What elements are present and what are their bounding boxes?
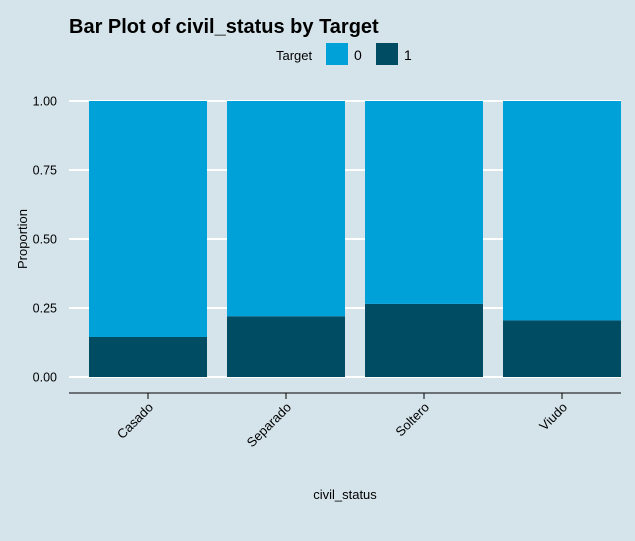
bar-soltero-target-1 (365, 303, 483, 377)
legend-label-1: 1 (404, 47, 412, 63)
x-tick-label-1: Separado (244, 400, 294, 450)
bar-casado-target-0 (89, 101, 207, 337)
bar-soltero-target-0 (365, 101, 483, 304)
x-axis-label: civil_status (313, 487, 377, 502)
x-tick-label-3: Viudo (536, 400, 570, 434)
bar-separado-target-1 (227, 316, 345, 377)
legend-label-0: 0 (354, 47, 362, 63)
legend-title: Target (276, 48, 313, 63)
bars (89, 101, 621, 377)
legend-swatch-0 (326, 43, 348, 65)
chart-title: Bar Plot of civil_status by Target (69, 16, 379, 38)
legend: Target 0 1 (276, 43, 412, 65)
y-axis-label: Proportion (15, 209, 30, 269)
x-tick-label-2: Soltero (392, 400, 432, 440)
y-tick-label-1: 0.25 (33, 302, 57, 316)
y-tick-label-4: 1.00 (33, 95, 57, 109)
y-tick-label-0: 0.00 (33, 371, 57, 385)
bar-viudo-target-1 (503, 320, 621, 377)
legend-swatch-1 (376, 43, 398, 65)
bar-separado-target-0 (227, 101, 345, 317)
x-tick-labels: Casado Separado Soltero Viudo (114, 393, 570, 450)
x-tick-label-0: Casado (114, 400, 156, 442)
y-tick-label-2: 0.50 (33, 233, 57, 247)
y-tick-labels: 0.00 0.25 0.50 0.75 1.00 (33, 95, 57, 385)
y-tick-label-3: 0.75 (33, 164, 57, 178)
bar-casado-target-1 (89, 336, 207, 377)
bar-viudo-target-0 (503, 101, 621, 321)
